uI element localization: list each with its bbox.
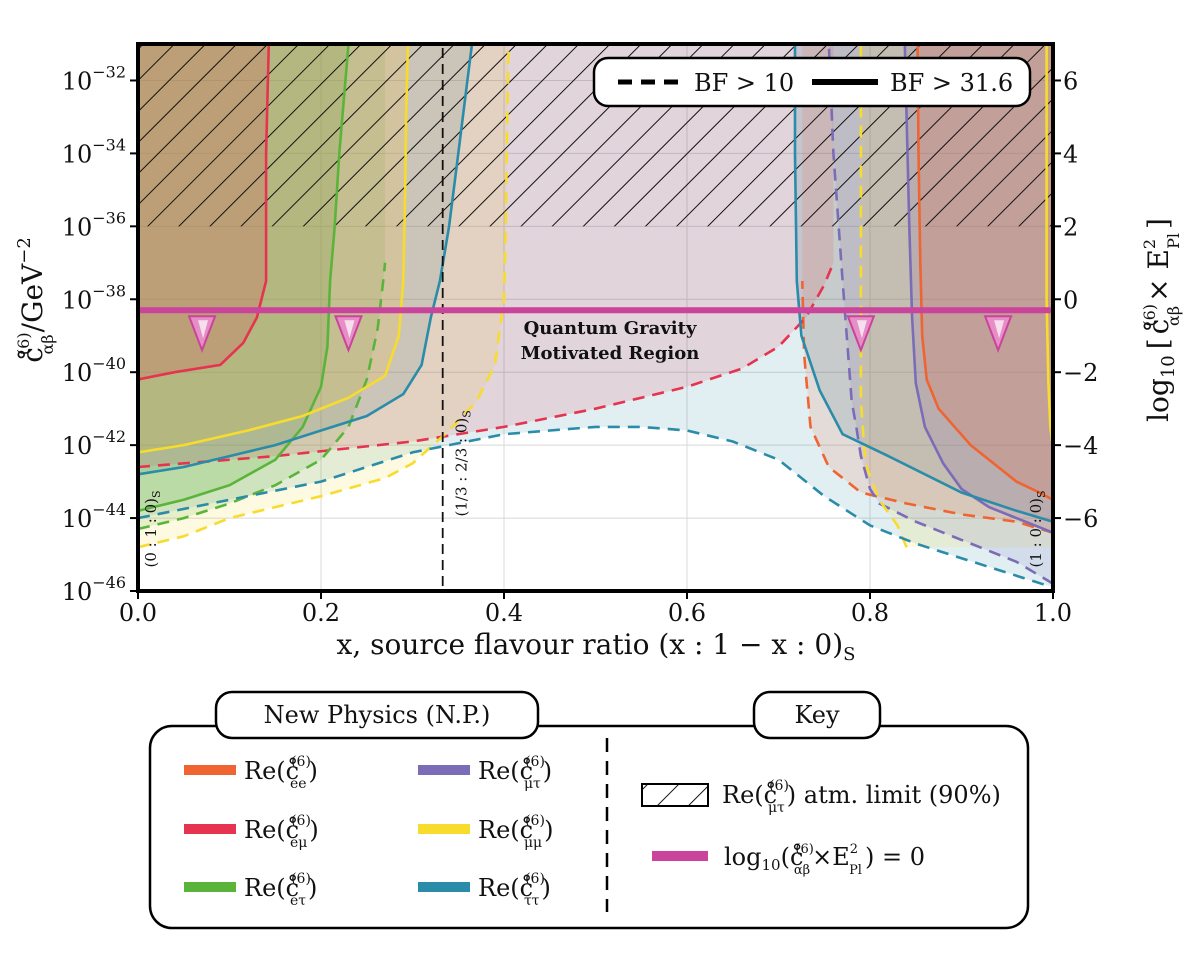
y-tick-label: 10−44 <box>62 500 126 533</box>
series-lines <box>138 44 1053 589</box>
np-label-ee: Re(c̊(6) ee) <box>244 754 318 792</box>
bottom-legend-panel: New Physics (N.P.) Key Re(c̊(6) ee)Re(c̊(… <box>148 690 1030 930</box>
plot-frame <box>136 42 1055 593</box>
y2-axis-ticks: 6 4 2 0 −2 −4 −6 <box>1053 67 1098 533</box>
flavour-ratio-vlines: (0 : 1 : 0)S (1/3 : 2/3 : 0)S (1 : 0 : 0)S <box>142 48 1048 591</box>
line-ττ-solid <box>138 44 474 476</box>
y-axis-title: c̊(6) αβ/GeV−2 <box>14 237 57 363</box>
x-tick-label: 0.2 <box>302 599 340 627</box>
np-label-μτ: Re(c̊(6) μτ) <box>478 754 552 792</box>
key-hatch-item: Re(c̊(6) μτ) atm. limit (90%) <box>641 778 1001 816</box>
vline-label: (0 : 1 : 0)S <box>142 490 163 567</box>
key-qg-item: log10(c̊(6) αβ×E2 Pl) = 0 <box>652 842 925 878</box>
key-hatch-swatch <box>641 783 709 807</box>
qg-arrow-highlight <box>994 320 1005 339</box>
line-ee-dashed <box>801 280 1053 534</box>
np-label-ττ: Re(c̊(6) ττ) <box>478 871 551 909</box>
vline-label: (1/3 : 2/3 : 0)S <box>453 410 474 516</box>
y2-tick-label: −2 <box>1063 359 1098 387</box>
key-title: Key <box>794 701 839 729</box>
np-label-μμ: Re(c̊(6) μμ) <box>478 813 554 851</box>
np-swatch-ττ <box>418 882 470 892</box>
x-axis-ticks: 0.0 0.2 0.4 0.6 0.8 1.0 <box>119 591 1072 627</box>
qg-label-line1: Quantum Gravity <box>524 318 697 339</box>
np-swatch-μτ <box>418 765 470 775</box>
line-μτ-solid <box>903 44 1053 534</box>
np-legend-items: Re(c̊(6) ee) Re(c̊(6) eμ) Re(c̊(6) eτ) Re(c̊(6… <box>184 754 554 909</box>
line-eμ-dashed <box>138 262 835 469</box>
x-tick-label: 0.4 <box>485 599 523 627</box>
y-axis-ticks: 10−32 10−34 10−36 10−38 10−40 10−42 10−44 10−46 <box>62 62 138 606</box>
qg-arrow-highlight <box>856 320 867 339</box>
y2-tick-label: −4 <box>1063 432 1098 460</box>
y2-tick-label: 0 <box>1063 286 1078 314</box>
line-eμ-solid <box>138 44 271 381</box>
line-ττ-solid2 <box>793 44 1053 523</box>
key-title-box <box>752 690 882 740</box>
line-ττ-dashed <box>138 425 1053 589</box>
key-qg-swatch <box>652 851 708 861</box>
np-title: New Physics (N.P.) <box>264 701 491 729</box>
np-swatch-eμ <box>184 824 236 834</box>
y-tick-label: 10−36 <box>62 208 126 241</box>
line-μμ-solid2 <box>1045 44 1053 449</box>
bottom-legend-box <box>148 724 1030 930</box>
y-tick-label: 10−46 <box>62 573 126 606</box>
line-eτ-solid <box>138 44 350 513</box>
solid-legend-label: BF > 31.6 <box>890 69 1013 97</box>
line-μμ-dashed2 <box>859 44 908 548</box>
y-tick-label: 10−40 <box>62 354 126 387</box>
top-legend: BF > 10 BF > 31.6 <box>592 56 1032 108</box>
x-tick-label: 0.0 <box>119 599 157 627</box>
line-ee-solid <box>916 44 1053 501</box>
y-tick-label: 10−42 <box>62 427 126 460</box>
vline-label: (1 : 0 : 0)S <box>1027 490 1048 567</box>
qg-arrow-highlight <box>198 320 209 339</box>
line-μμ-solid <box>138 44 410 454</box>
x-tick-label: 0.6 <box>668 599 706 627</box>
y2-tick-label: 2 <box>1063 213 1078 241</box>
dashed-legend-label: BF > 10 <box>694 69 794 97</box>
y-tick-label: 10−32 <box>62 62 126 95</box>
np-swatch-ee <box>184 765 236 775</box>
x-tick-label: 0.8 <box>851 599 889 627</box>
y-tick-label: 10−38 <box>62 281 126 314</box>
qg-label-line2: Motivated Region <box>521 343 700 364</box>
y2-axis-title: log10[c̊(6) αβ× E2 Pl] <box>1140 218 1183 422</box>
key-qg-label: log10(c̊(6) αβ×E2 Pl) = 0 <box>724 842 925 878</box>
y2-tick-label: −6 <box>1063 505 1098 533</box>
np-swatch-eτ <box>184 882 236 892</box>
np-title-box <box>214 690 540 740</box>
qg-arrow-highlight <box>344 320 355 339</box>
x-axis-title: x, source flavour ratio (x : 1 − x : 0)S <box>337 628 856 665</box>
line-μτ-dashed <box>827 44 1053 585</box>
np-swatch-μμ <box>418 824 470 834</box>
y2-tick-label: 6 <box>1063 67 1078 95</box>
y-tick-label: 10−34 <box>62 135 126 168</box>
line-eτ-dashed <box>138 262 387 531</box>
qg-arrows <box>187 315 1013 354</box>
x-tick-label: 1.0 <box>1034 599 1072 627</box>
key-hatch-label: Re(c̊(6) μτ) atm. limit (90%) <box>722 778 1001 816</box>
np-label-eτ: Re(c̊(6) eτ) <box>244 871 317 909</box>
np-label-eμ: Re(c̊(6) eμ) <box>244 813 319 851</box>
y2-tick-label: 4 <box>1063 140 1078 168</box>
plot-area: (0 : 1 : 0)S (1/3 : 2/3 : 0)S (1 : 0 : 0)S… <box>62 42 1098 627</box>
